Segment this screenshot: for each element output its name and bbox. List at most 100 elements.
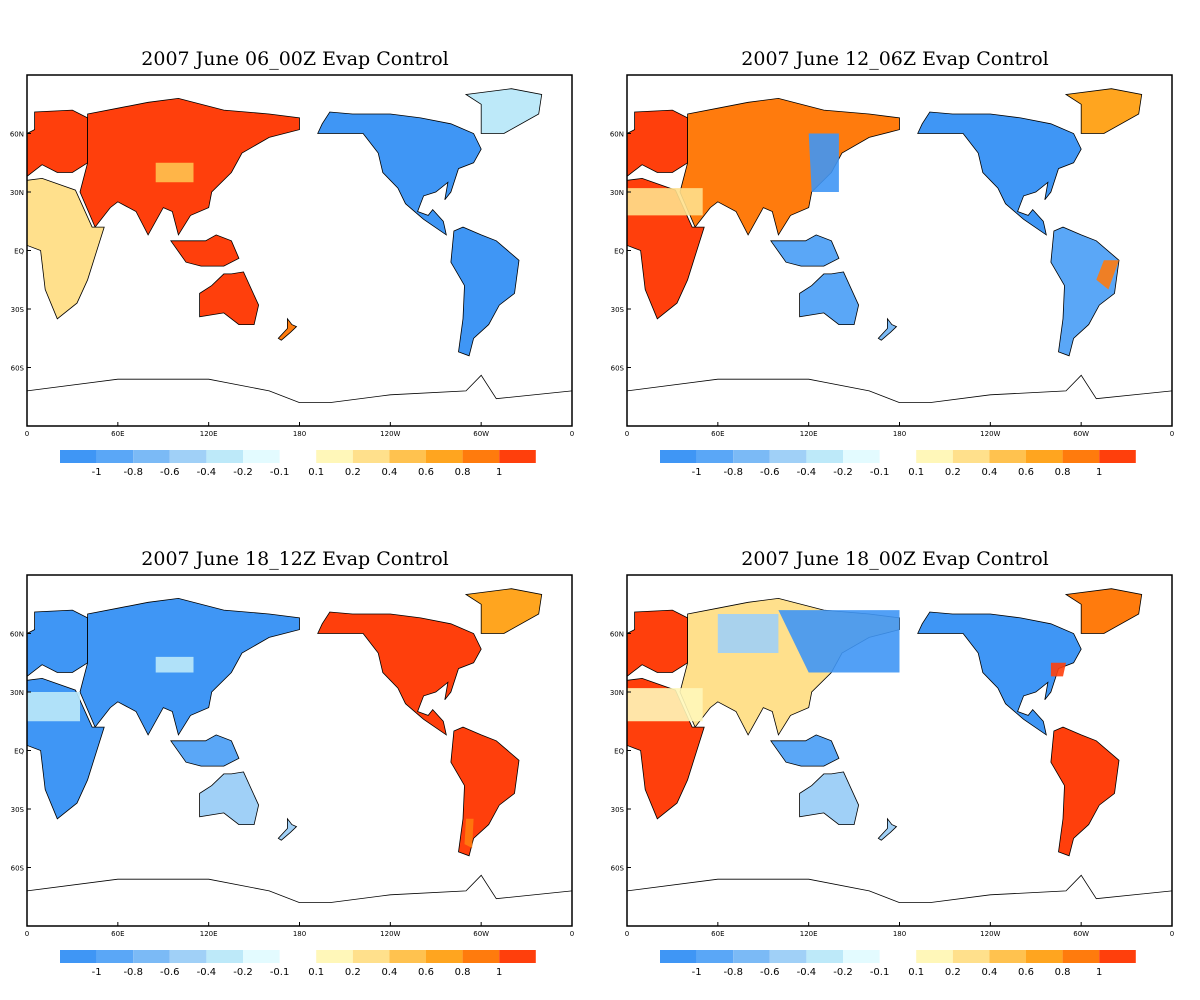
landmass-austral (199, 271, 260, 326)
colorbar-label: -0.1 (270, 467, 290, 478)
colorbar-swatch (806, 950, 843, 963)
colorbar-label: 1 (1096, 967, 1102, 978)
colorbar-swatch (989, 450, 1026, 463)
lon-tick-label: 0 (570, 430, 574, 438)
colorbar-label: -1 (92, 967, 102, 978)
colorbar-label: 0.2 (945, 467, 961, 478)
axis-layer: 0 60E 120E 180 120W 60W 0 60N 30N EQ 30S 60S (10, 74, 574, 438)
colorbar-label: -1 (692, 467, 702, 478)
colorbar-label: 0.8 (455, 967, 471, 978)
lat-tick-label: 30N (610, 689, 624, 697)
colorbar-swatch (952, 950, 990, 963)
lat-tick-label: EQ (614, 748, 624, 756)
lat-tick-label: 60S (611, 865, 625, 873)
map-panel-1: 2007 June 06_00Z Evap Control 0 60E 120E 18… (0, 0, 600, 500)
lat-tick-label: 30N (10, 689, 24, 697)
lat-tick-label: 30S (611, 806, 625, 814)
colorbar-label: 0.2 (345, 467, 361, 478)
field-patch (27, 221, 43, 241)
landmass-sea (770, 734, 840, 767)
colorbar-swatch (499, 450, 536, 463)
map-svg: 2007 June 18_12Z Evap Control 0 60E 120E 18… (10, 548, 574, 978)
landmass-antarc (627, 874, 1172, 926)
landmass-namer (317, 111, 482, 236)
colorbar-label: 1 (496, 467, 502, 478)
colorbar-swatch (806, 450, 843, 463)
landmass-samer (450, 726, 520, 857)
map-panel-3: 2007 June 18_12Z Evap Control 0 60E 120E 18… (0, 500, 600, 1000)
colorbar-label: 0.6 (1018, 467, 1034, 478)
colorbar: -1 -0.8 -0.6 -0.4 -0.2 -0.1 0.1 0.2 0.4 0.6 0.8 1 (60, 950, 536, 978)
landmass-nz (877, 817, 898, 841)
panel-title: 2007 June 18_12Z Evap Control (141, 548, 448, 570)
lon-tick-label: 0 (1170, 930, 1174, 938)
colorbar-swatch (462, 950, 500, 963)
colorbar-swatch (1062, 950, 1100, 963)
colorbar-label: -0.6 (160, 967, 180, 978)
map-panel-4: 2007 June 18_00Z Evap Control 0 60E 120E 18… (600, 500, 1200, 1000)
lon-tick-label: 120W (380, 430, 400, 438)
colorbar-swatch (462, 450, 500, 463)
colorbar-swatch (733, 450, 770, 463)
field-patch (808, 133, 839, 192)
lon-tick-label: 180 (893, 430, 906, 438)
landmass-sea (770, 234, 840, 267)
map-layer (27, 88, 572, 426)
landmass-nz (877, 317, 898, 341)
lon-tick-label: 60E (711, 430, 724, 438)
lon-tick-label: 120W (980, 430, 1000, 438)
landmass-sea (170, 734, 240, 767)
colorbar-swatch (1026, 950, 1063, 963)
colorbar-label: 0.4 (381, 967, 397, 978)
colorbar-label: -0.2 (833, 467, 853, 478)
map-svg: 2007 June 06_00Z Evap Control 0 60E 120E 18… (10, 48, 574, 478)
field-patch (1096, 260, 1119, 290)
colorbar-label: -0.8 (123, 967, 143, 978)
landmass-green (464, 88, 543, 134)
colorbar-swatch (696, 450, 734, 463)
lat-tick-label: EQ (14, 748, 24, 756)
colorbar-swatch (169, 950, 207, 963)
colorbar-swatch (133, 450, 170, 463)
axis-layer: 0 60E 120E 180 120W 60W 0 60N 30N EQ 30S 60S (10, 574, 574, 938)
lon-tick-label: 60E (711, 930, 724, 938)
field-patch (27, 692, 80, 722)
map-layer (627, 588, 1172, 926)
colorbar-swatch (60, 950, 97, 963)
colorbar-label: -0.4 (797, 967, 817, 978)
lon-tick-label: 120E (800, 430, 818, 438)
colorbar-label: -0.1 (870, 467, 890, 478)
lon-tick-label: 180 (293, 930, 306, 938)
colorbar-label: 0.6 (418, 967, 434, 978)
colorbar-swatch (916, 950, 953, 963)
colorbar-swatch (733, 950, 770, 963)
colorbar-label: 0.2 (345, 967, 361, 978)
colorbar-label: 0.1 (308, 967, 324, 978)
panel-title: 2007 June 06_00Z Evap Control (141, 48, 448, 70)
colorbar-label: 0.1 (308, 467, 324, 478)
lon-tick-label: 60W (473, 930, 489, 938)
lat-tick-label: EQ (614, 248, 624, 256)
landmass-antarc (27, 374, 572, 426)
lon-tick-label: 180 (293, 430, 306, 438)
colorbar-swatch (1099, 450, 1136, 463)
colorbar-label: 0.6 (1018, 967, 1034, 978)
colorbar-label: 0.8 (1055, 967, 1071, 978)
colorbar-swatch (206, 450, 243, 463)
colorbar-label: -0.2 (233, 467, 253, 478)
colorbar-swatch (843, 950, 880, 963)
lon-tick-label: 0 (570, 930, 574, 938)
lon-tick-label: 0 (625, 430, 629, 438)
landmass-samer (450, 226, 520, 357)
lon-tick-label: 120E (200, 930, 218, 938)
colorbar: -1 -0.8 -0.6 -0.4 -0.2 -0.1 0.1 0.2 0.4 0.6 0.8 1 (60, 450, 536, 478)
field-patch (717, 614, 779, 653)
lat-tick-label: 60S (11, 365, 25, 373)
colorbar-swatch (916, 450, 953, 463)
landmass-europe (627, 609, 688, 677)
colorbar-swatch (243, 450, 280, 463)
landmass-green (1064, 588, 1143, 634)
field-patch (155, 162, 194, 183)
colorbar-label: 0.8 (1055, 467, 1071, 478)
lat-tick-label: 60S (611, 365, 625, 373)
